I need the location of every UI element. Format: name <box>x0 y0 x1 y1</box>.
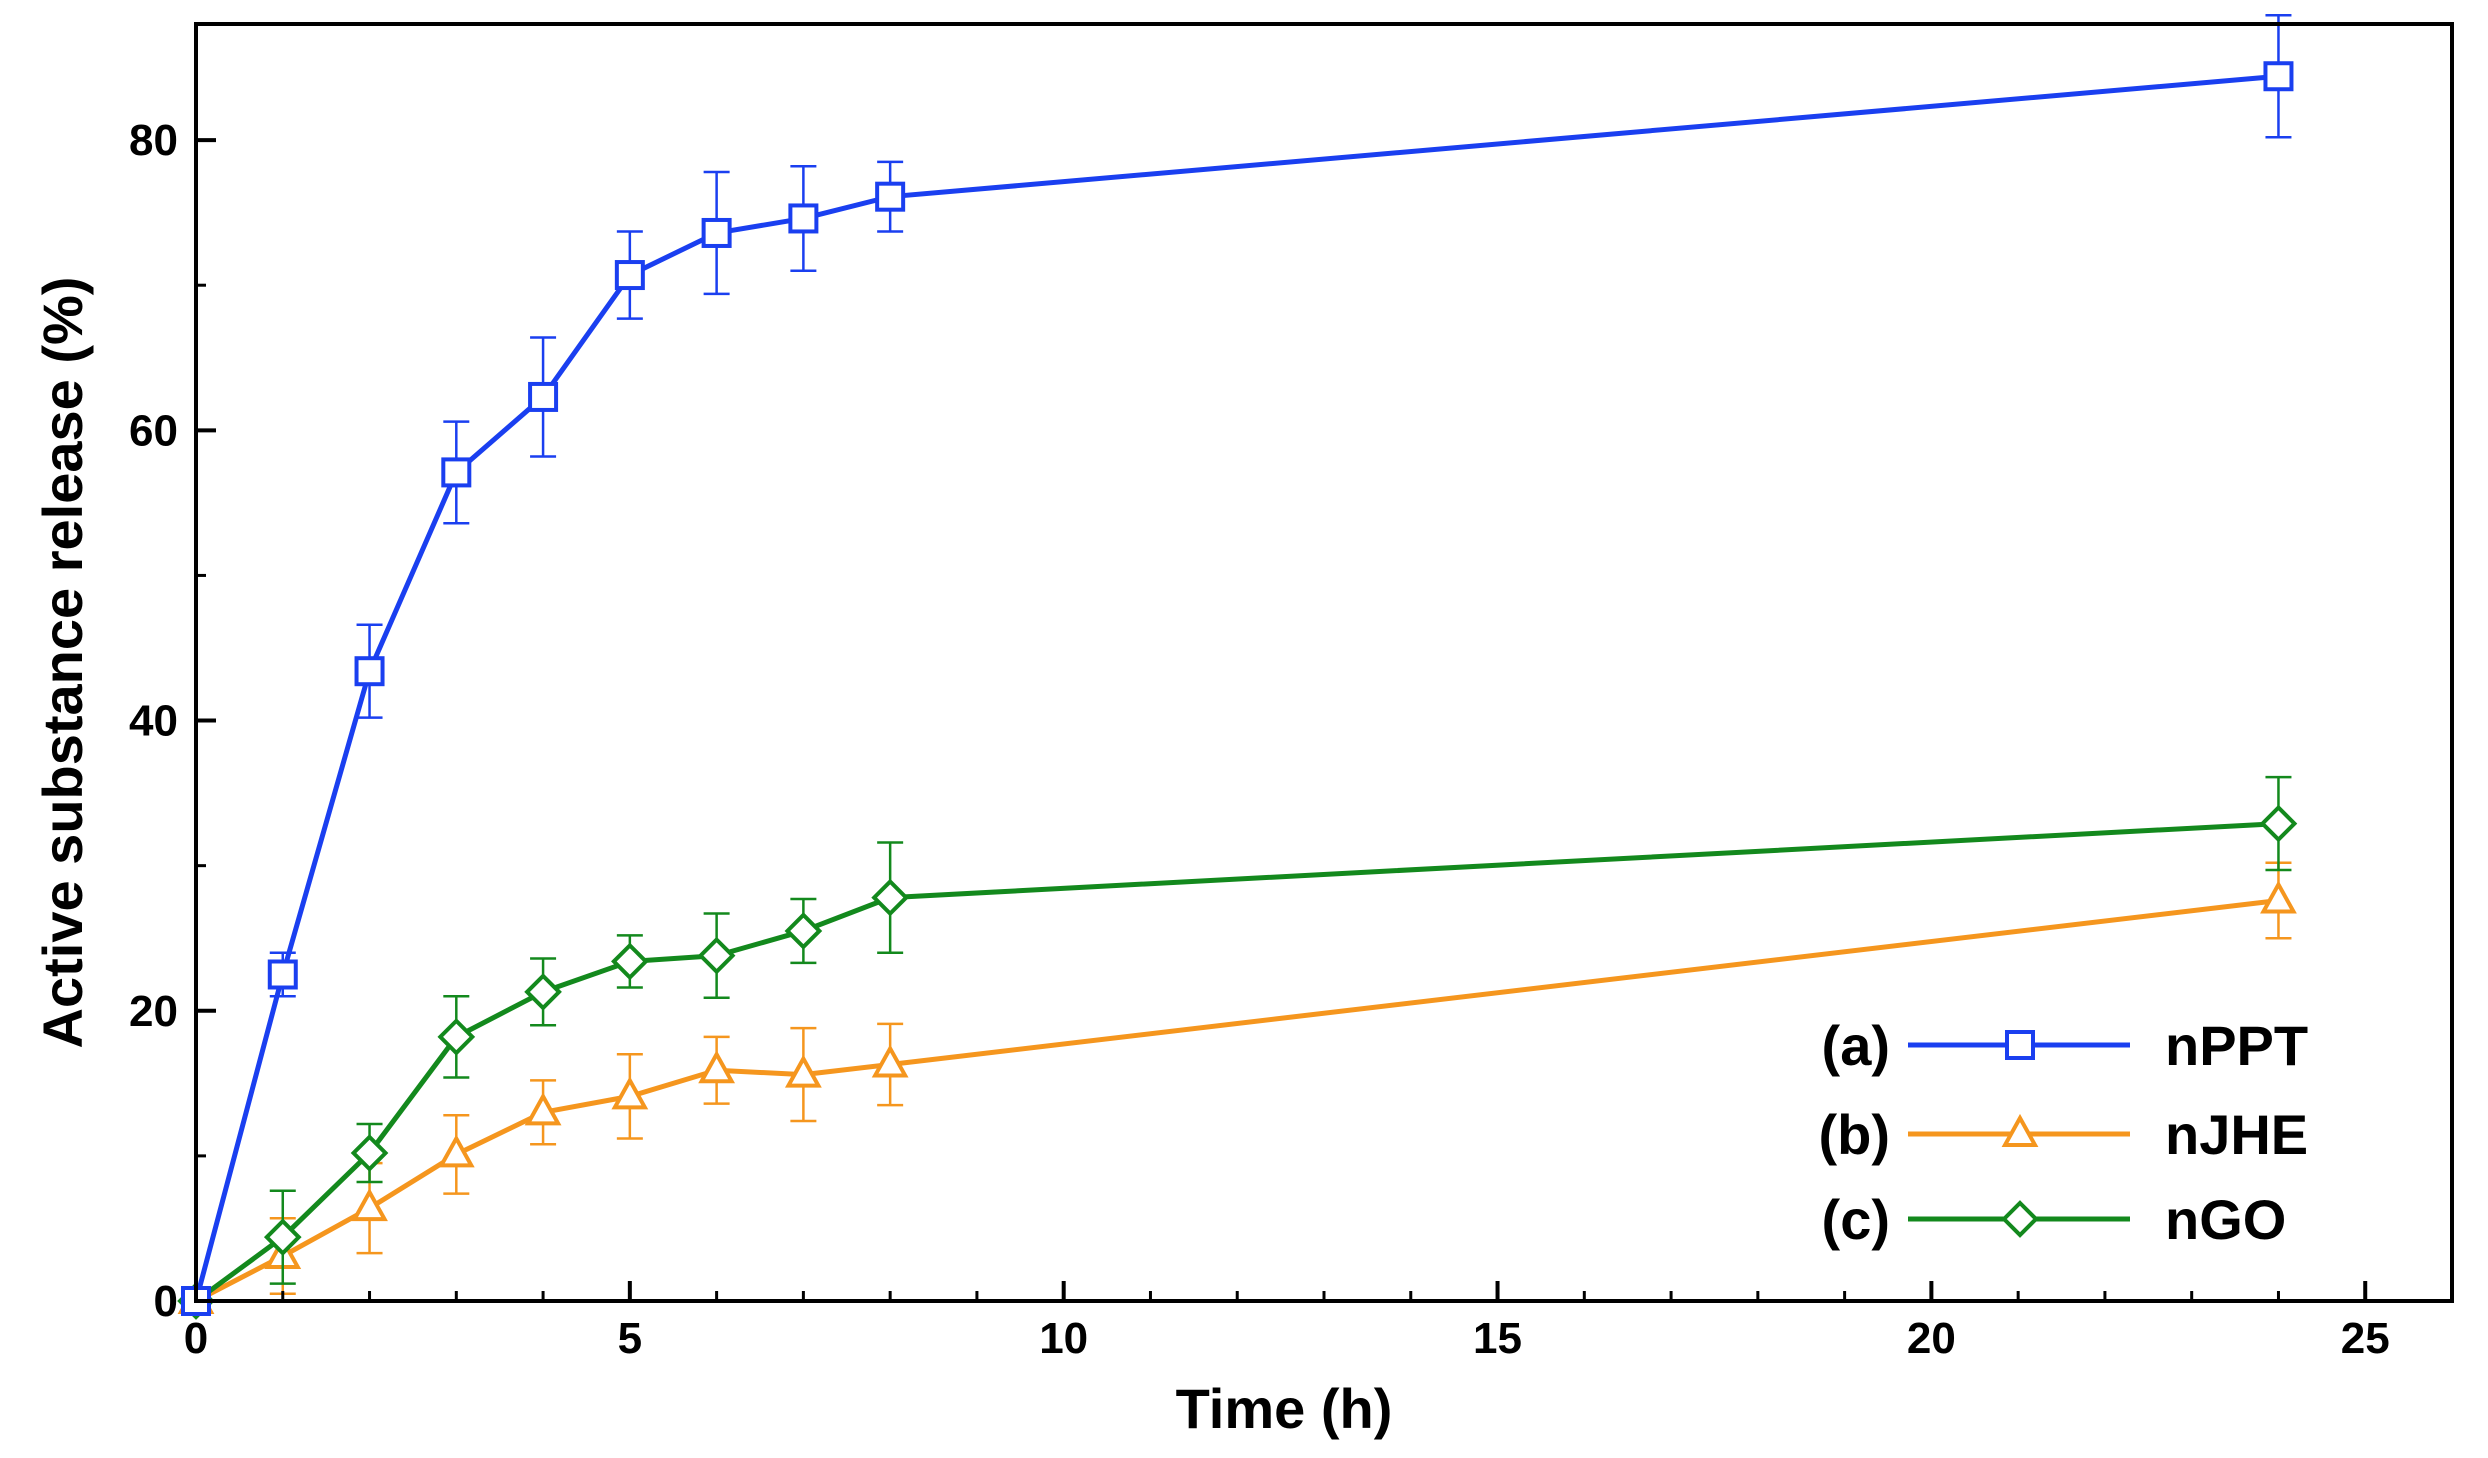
legend-tag: (b) <box>1818 1103 1890 1166</box>
legend-entry-nJHE: (b) nJHE <box>1818 1103 2308 1166</box>
x-tick-label: 25 <box>2341 1314 2390 1363</box>
data-point-nJHE <box>351 1188 388 1222</box>
series-nPPT <box>181 14 2294 1316</box>
data-point-nJHE <box>871 1044 909 1078</box>
data-point-nPPT <box>875 181 906 212</box>
x-axis-title: Time (h) <box>1176 1377 1393 1440</box>
data-point-nJHE <box>2260 880 2297 914</box>
y-tick-label: 40 <box>129 697 178 746</box>
x-tick-label: 15 <box>1473 1314 1522 1363</box>
legend-tag: (a) <box>1822 1014 1890 1077</box>
y-tick-label: 20 <box>129 987 178 1036</box>
series-line-nJHE <box>194 898 2279 1304</box>
legend-label: nGO <box>2165 1188 2286 1251</box>
data-point-nGO <box>524 973 562 1011</box>
data-point-nJHE <box>437 1134 475 1168</box>
data-point-nPPT <box>788 203 819 234</box>
data-point-nPPT <box>354 656 385 687</box>
data-point-nPPT <box>528 381 559 412</box>
data-point-nJHE <box>784 1054 822 1088</box>
legend-entry-nPPT: (a) nPPT <box>1822 1014 2309 1077</box>
x-tick-label: 5 <box>618 1314 642 1363</box>
series-nJHE <box>177 861 2297 1314</box>
legend-tag: (c) <box>1822 1188 1890 1251</box>
y-tick-label: 0 <box>154 1277 178 1326</box>
data-point-nGO <box>437 1018 476 1056</box>
data-point-nPPT <box>701 217 732 248</box>
data-point-nGO <box>263 1218 302 1256</box>
data-point-nGO <box>697 936 736 975</box>
data-point-nJHE <box>698 1050 736 1084</box>
series-layer <box>177 14 2298 1320</box>
legend-marker-nPPT <box>2005 1030 2035 1060</box>
data-point-nJHE <box>524 1092 562 1126</box>
legend: (a) nPPT (b) nJHE (c) nGO <box>1818 1014 2308 1251</box>
legend-marker-nJHE <box>2001 1113 2039 1147</box>
y-axis-title: Active substance release (%) <box>31 277 94 1049</box>
series-line-nPPT <box>193 73 2279 1302</box>
x-tick-label: 10 <box>1039 1314 1088 1363</box>
data-point-nPPT <box>614 260 645 291</box>
data-point-nGO <box>871 878 909 917</box>
data-point-nPPT <box>441 457 472 488</box>
x-tick-label: 0 <box>184 1314 208 1363</box>
legend-entry-nGO: (c) nGO <box>1822 1188 2287 1251</box>
data-point-nJHE <box>611 1076 649 1110</box>
data-point-nGO <box>784 912 823 950</box>
data-point-nPPT <box>267 959 298 990</box>
data-point-nGO <box>350 1134 389 1172</box>
legend-label: nJHE <box>2165 1103 2308 1166</box>
data-point-nGO <box>2259 804 2298 843</box>
ticks-layer: 0 5 10 15 20 25 0 20 40 60 80 <box>129 116 2454 1363</box>
x-tick-label: 20 <box>1907 1314 1956 1363</box>
y-tick-label: 60 <box>129 406 178 455</box>
y-tick-label: 80 <box>129 116 178 165</box>
data-point-nGO <box>611 942 649 981</box>
legend-marker-nGO <box>2001 1200 2039 1238</box>
series-line-nGO <box>194 821 2279 1304</box>
legend-label: nPPT <box>2165 1014 2308 1077</box>
data-point-nPPT <box>2263 61 2294 92</box>
